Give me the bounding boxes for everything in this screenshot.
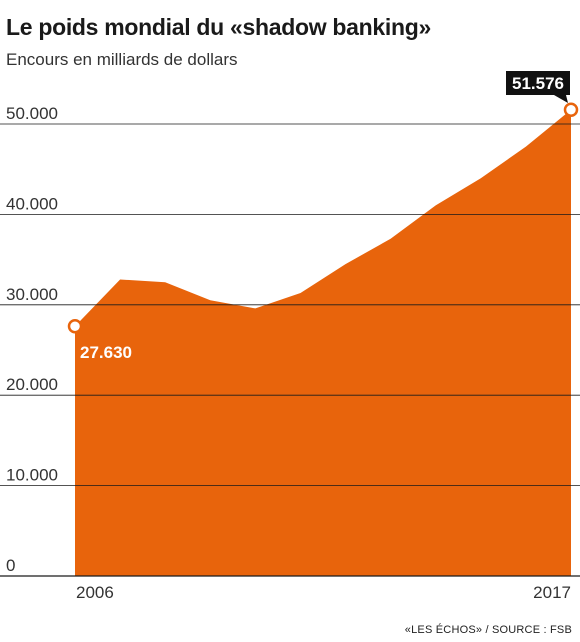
y-tick-label: 10.000 <box>6 466 58 485</box>
chart-title: Le poids mondial du «shadow banking» <box>6 14 431 40</box>
x-tick-label: 2017 <box>533 583 571 602</box>
area-series <box>75 109 571 577</box>
y-tick-label: 50.000 <box>6 104 58 123</box>
data-label-pointer <box>554 95 568 103</box>
x-tick-label: 2006 <box>76 583 114 602</box>
y-tick-label: 0 <box>6 556 15 575</box>
y-tick-label: 40.000 <box>6 194 58 213</box>
data-label-end: 51.576 <box>512 74 564 93</box>
data-point-start <box>67 318 83 334</box>
data-label-start: 27.630 <box>80 343 132 362</box>
source-note: «LES ÉCHOS» / SOURCE : FSB <box>404 624 572 636</box>
data-point-end <box>563 102 579 118</box>
data-label-box <box>506 71 570 95</box>
y-tick-label: 30.000 <box>6 285 58 304</box>
y-tick-label: 20.000 <box>6 375 58 394</box>
chart-subtitle: Encours en milliards de dollars <box>6 50 238 69</box>
